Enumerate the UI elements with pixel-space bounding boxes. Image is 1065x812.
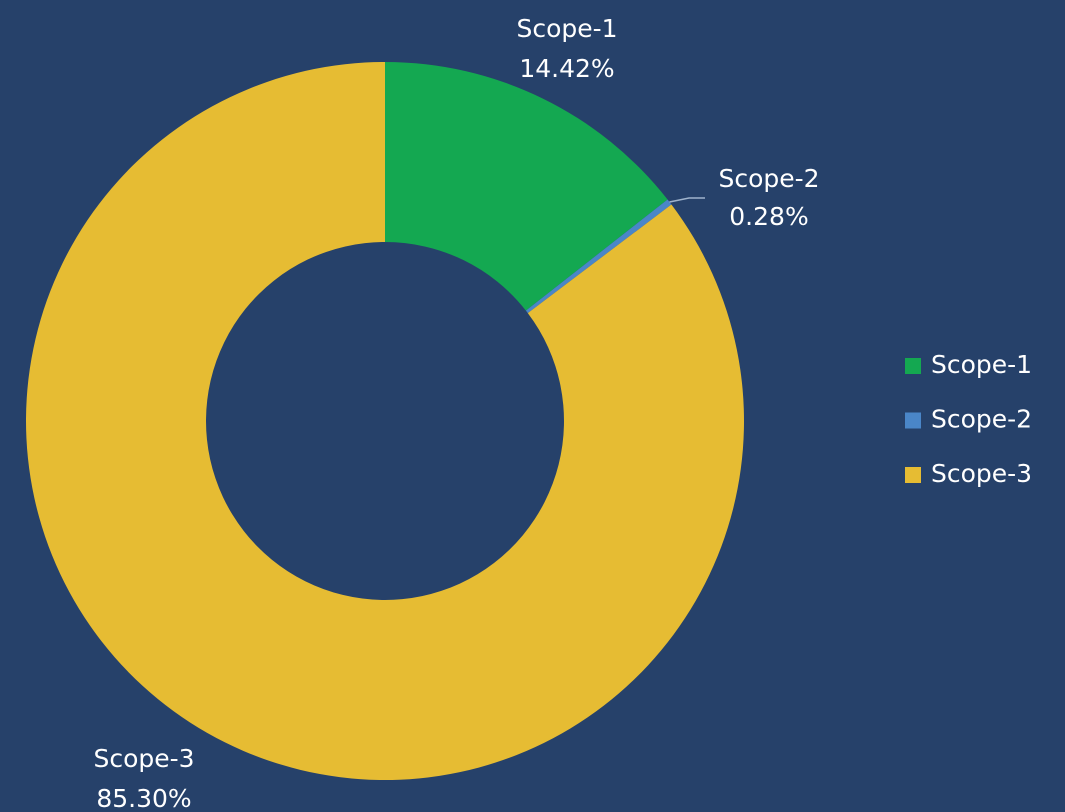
donut-slice bbox=[525, 199, 672, 314]
legend-swatch bbox=[905, 467, 921, 483]
data-label-name: Scope-2 bbox=[718, 164, 819, 193]
data-label-name: Scope-3 bbox=[93, 744, 194, 773]
legend-swatch bbox=[905, 412, 921, 429]
legend-label: Scope-1 bbox=[931, 350, 1032, 379]
donut-slice bbox=[25, 62, 744, 781]
data-label-name: Scope-1 bbox=[516, 14, 617, 43]
data-label-value: 0.28% bbox=[729, 202, 808, 231]
donut-slice bbox=[385, 62, 668, 311]
legend-label: Scope-3 bbox=[931, 459, 1032, 488]
legend-swatch bbox=[905, 358, 921, 374]
data-label-value: 14.42% bbox=[519, 54, 614, 83]
data-label-value: 85.30% bbox=[96, 784, 191, 812]
leader-line bbox=[669, 197, 705, 203]
legend-label: Scope-2 bbox=[931, 405, 1032, 434]
